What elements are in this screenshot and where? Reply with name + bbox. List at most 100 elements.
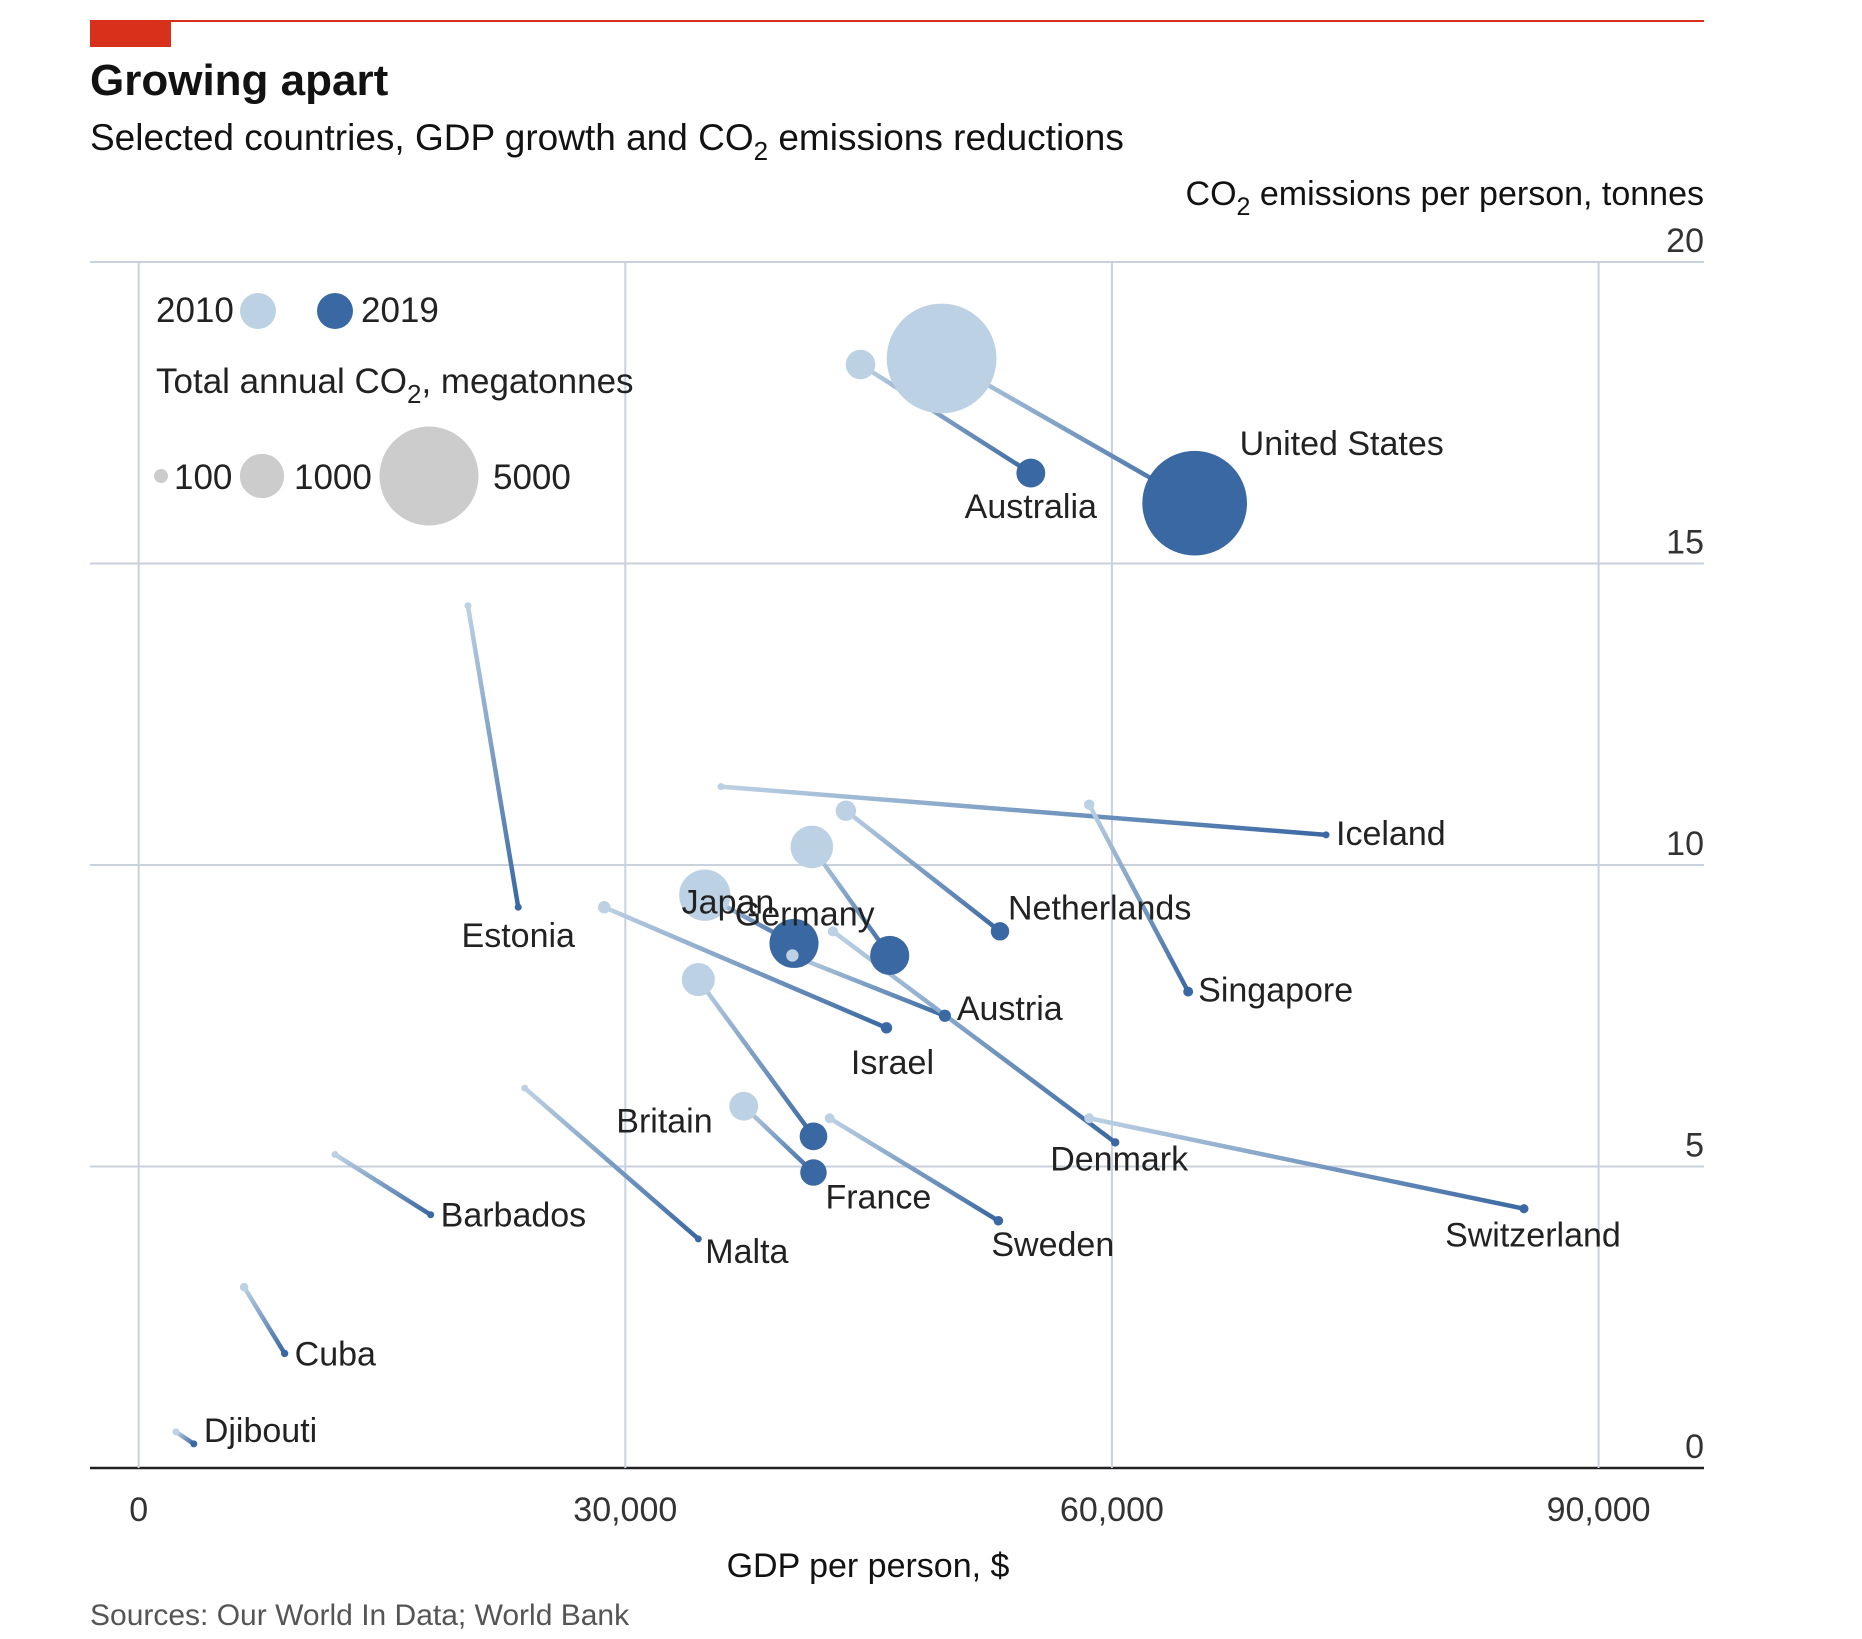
legend-year-end: 2019 [361,291,439,330]
label-estonia: Estonia [462,917,575,955]
dot-2019-japan [769,918,819,968]
dot-2019-djibouti [190,1440,198,1448]
label-united-states: United States [1240,425,1444,463]
country-labels: United States Australia Estonia Iceland Sing… [204,425,1621,1450]
dot-2010-iceland [717,783,725,791]
y-tick-label-5: 5 [1685,1127,1704,1165]
dot-2010-united-states [886,303,997,414]
legend-size-label-1000: 1000 [294,458,372,497]
dot-2019-estonia [514,903,522,911]
x-tick-label-90000: 90,000 [1547,1491,1651,1529]
dot-2010-malta [521,1084,529,1092]
chart-title: Growing apart [90,56,389,105]
label-austria: Austria [957,990,1063,1028]
dot-2019-australia [1016,458,1046,488]
label-cuba: Cuba [295,1335,376,1373]
chart-subtitle: Selected countries, GDP growth and CO2 e… [90,117,1124,166]
dot-2010-denmark [827,926,839,937]
dot-2019-austria [938,1009,951,1022]
dot-2019-germany [870,935,910,976]
dot-2019-united-states [1142,450,1247,556]
y-axis-label-sub: 2 [1237,193,1251,221]
subtitle-suffix: emissions reductions [768,117,1124,158]
line-iceland [718,784,1329,838]
dot-2019-sweden [993,1215,1004,1226]
label-japan: Japan [682,883,775,921]
line-germany [809,844,892,958]
dot-2010-france [729,1091,759,1121]
dot-2019-denmark [1110,1138,1120,1147]
legend-size-title-prefix: Total annual CO [156,362,407,401]
line-australia [858,362,1034,476]
dot-2010-germany [790,825,834,869]
subtitle-sub: 2 [754,136,768,166]
y-tick-label-20: 20 [1666,222,1704,260]
dot-2010-singapore [1083,799,1095,810]
line-djibouti [173,1429,197,1447]
dot-2010-japan [679,869,731,921]
line-switzerland [1086,1116,1527,1211]
legend-size-label-100: 100 [174,458,232,497]
dot-2019-cuba [280,1349,289,1358]
dot-2010-barbados [331,1150,339,1158]
line-estonia [465,603,521,910]
dot-2019-israel [880,1022,893,1034]
line-france [741,1103,816,1175]
country-dots [172,303,1529,1448]
grid-lines [90,261,1704,1470]
y-tick-label-0: 0 [1685,1428,1704,1466]
dot-2010-estonia [464,602,472,610]
line-singapore [1086,802,1191,994]
legend: 2010 2019 Total annual CO2, megatonnes 1… [154,291,634,526]
label-israel: Israel [851,1044,934,1082]
legend-size-title-sub: 2 [407,379,421,409]
legend-year-start: 2010 [156,291,234,330]
dot-2010-netherlands [835,800,857,821]
y-axis-label: CO2 emissions per person, tonnes [1186,175,1704,221]
label-netherlands: Netherlands [1008,889,1191,927]
axis-ticks: 0 5 10 15 20 0 30,000 60,000 90,000 [129,222,1704,1529]
label-malta: Malta [705,1233,788,1271]
label-singapore: Singapore [1198,972,1353,1010]
label-germany: Germany [735,895,875,933]
dot-2010-austria [786,949,799,962]
dot-2010-israel [598,901,611,914]
label-djibouti: Djibouti [204,1412,317,1450]
y-tick-label-10: 10 [1666,825,1704,863]
line-israel [601,904,889,1031]
dot-2010-australia [845,349,876,380]
y-axis-label-suffix: emissions per person, tonnes [1250,175,1704,213]
line-sweden [827,1116,1001,1224]
dot-2010-sweden [824,1113,835,1124]
x-tick-label-0: 0 [129,1491,148,1529]
subtitle-prefix: Selected countries, GDP growth and CO [90,117,754,158]
label-australia: Australia [965,488,1097,526]
x-tick-label-30000: 30,000 [573,1491,677,1529]
line-britain [696,977,816,1139]
label-iceland: Iceland [1336,815,1446,853]
dot-2019-france [800,1159,827,1186]
label-britain: Britain [616,1102,712,1140]
legend-size-circle-1000 [239,453,285,499]
label-france: France [825,1179,931,1217]
dot-2019-malta [694,1235,702,1243]
label-denmark: Denmark [1050,1140,1189,1178]
dot-2010-cuba [239,1282,249,1292]
x-tick-label-60000: 60,000 [1060,1491,1164,1529]
dot-2010-switzerland [1084,1113,1095,1124]
y-tick-label-15: 15 [1666,524,1704,562]
x-axis-label: GDP per person, $ [727,1547,1010,1585]
legend-size-scale: 100 1000 5000 [154,426,571,526]
line-cuba [241,1284,287,1356]
label-barbados: Barbados [441,1197,587,1235]
accent-tag [90,21,171,47]
legend-size-circle-5000 [379,426,479,526]
legend-size-title: Total annual CO2, megatonnes [156,362,634,409]
legend-dot-2010 [240,293,276,329]
y-axis-label-prefix: CO [1186,175,1237,213]
dot-2019-switzerland [1519,1204,1529,1214]
legend-size-label-5000: 5000 [493,458,571,497]
dot-2019-barbados [427,1211,435,1219]
dot-2019-netherlands [990,922,1010,941]
